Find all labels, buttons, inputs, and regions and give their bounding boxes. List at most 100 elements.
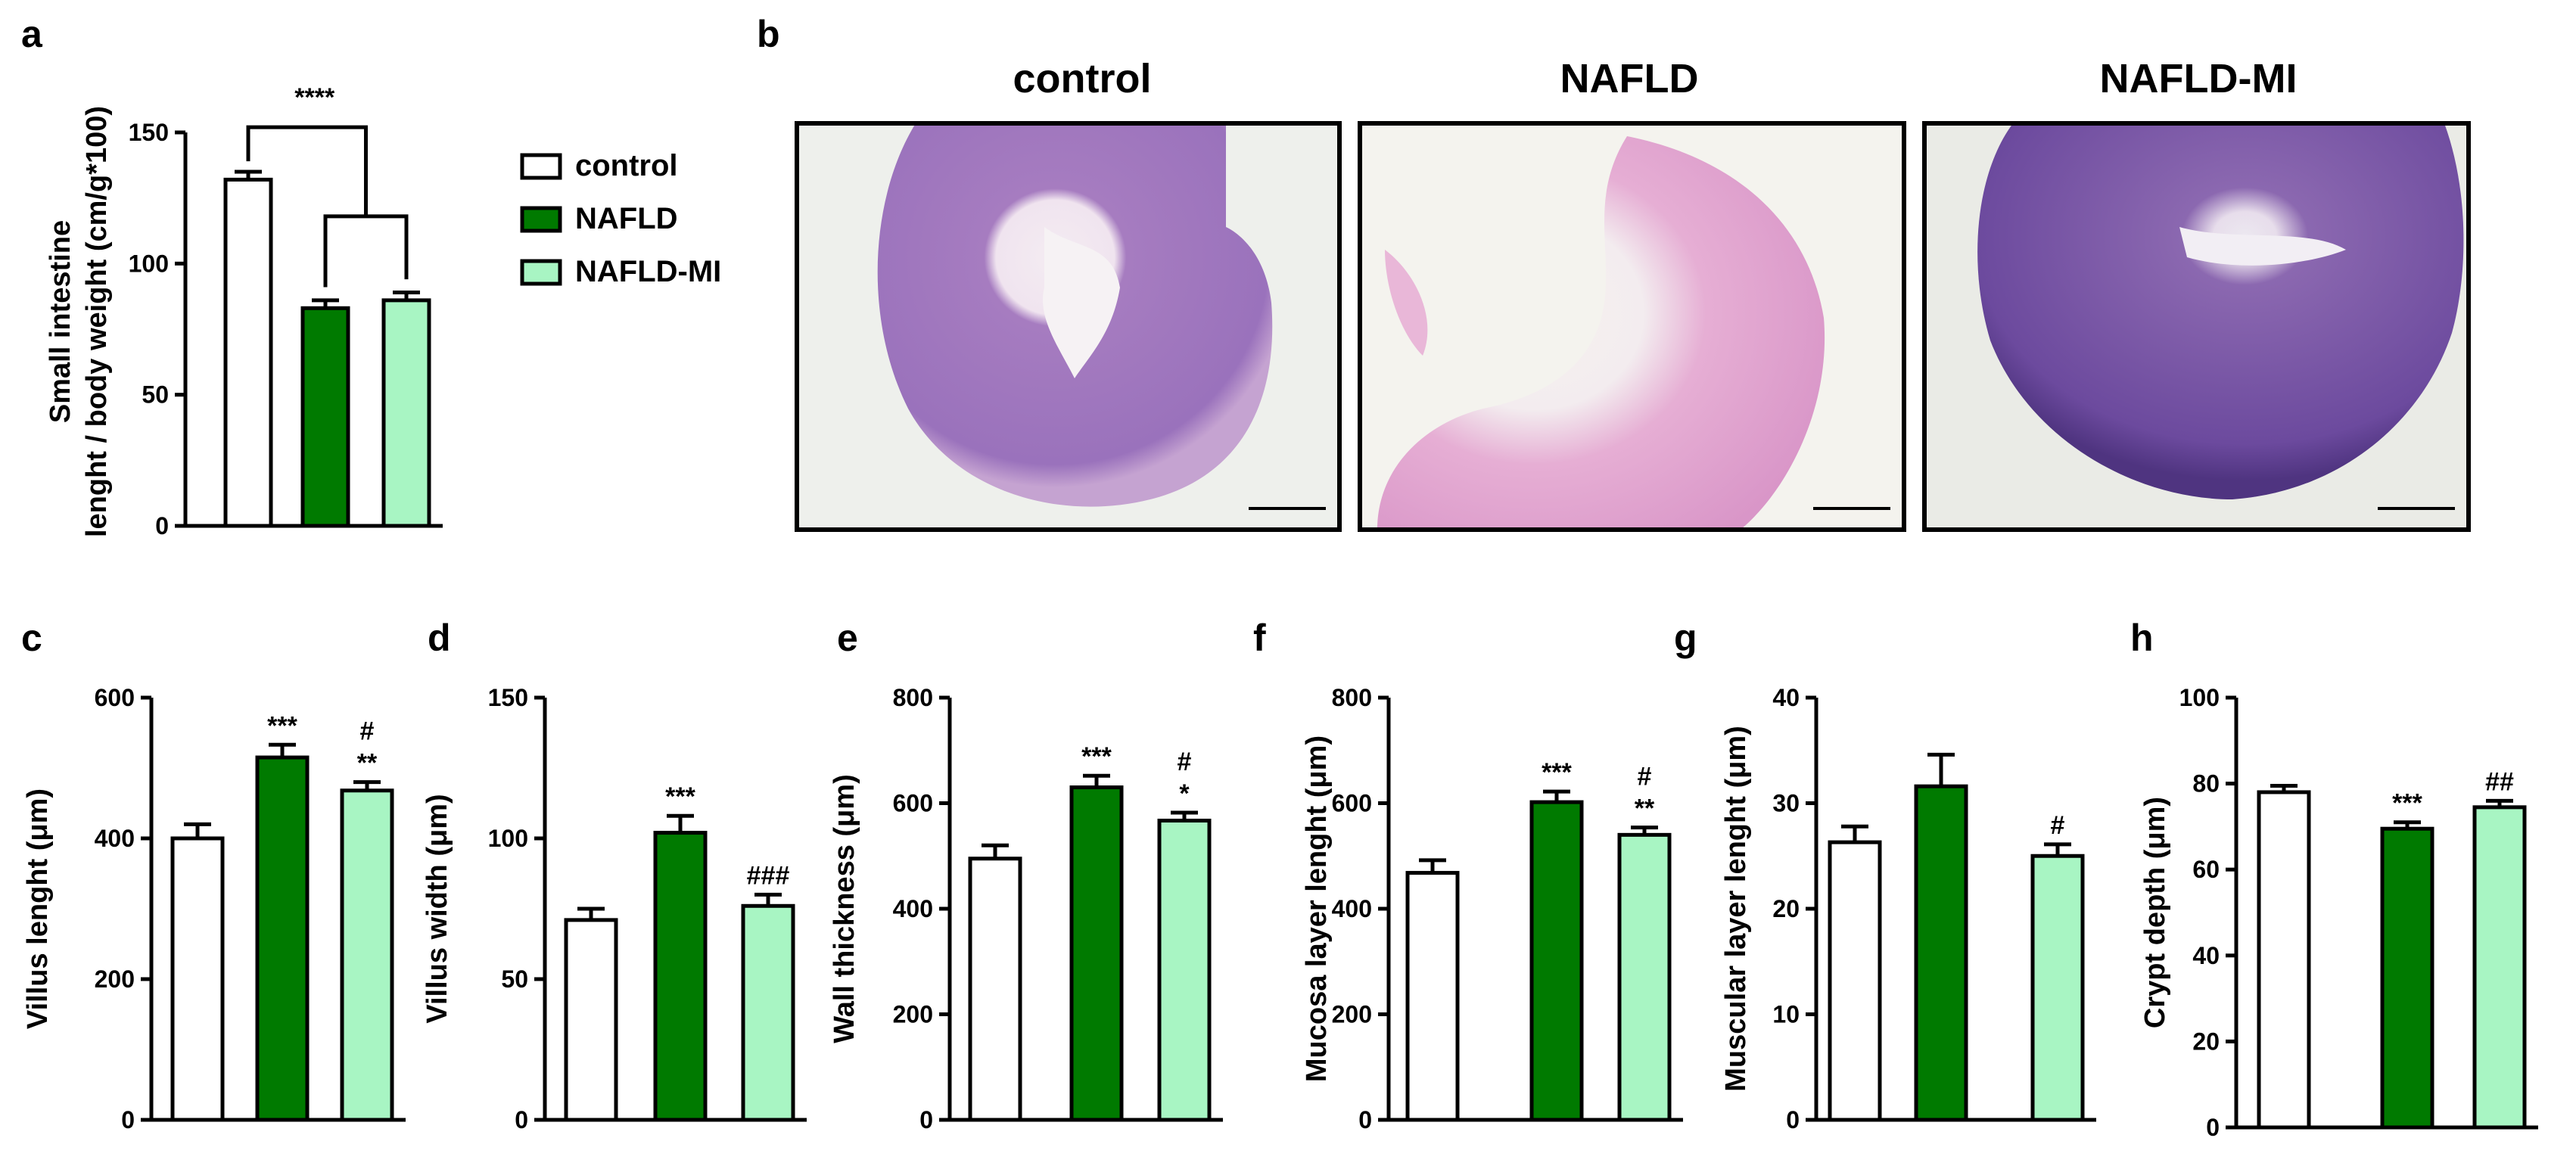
y-tick-label: 800 (893, 684, 933, 711)
y-tick-label: 600 (1332, 790, 1372, 817)
significance-label: *** (1542, 758, 1572, 787)
y-tick-label: 200 (95, 965, 135, 993)
bar-nafld-mi (381, 298, 431, 528)
legend-item-nafld: NAFLD (520, 202, 678, 235)
bar-nafld-mi (1617, 832, 1672, 1122)
y-axis-label: Mucosa layer lenght (μm) (1301, 735, 1333, 1082)
chart-panel-a: a 0 50 100 150 Small intestine lenght / body w… (21, 13, 443, 539)
legend-item-nafld-mi: NAFLD-MI (520, 255, 721, 288)
y-axis-label: Wall thickness (μm) (829, 774, 860, 1043)
histology-panel-nafld-mi: NAFLD-MI (1922, 56, 2471, 532)
significance-label: **** (294, 83, 335, 112)
bar-control (1828, 840, 1882, 1122)
bar-nafld (1914, 784, 1968, 1122)
y-tick-label: 60 (2192, 856, 2220, 883)
histology-title-control: control (1013, 56, 1152, 101)
significance-label: ** (357, 749, 378, 778)
y-tick-label: 0 (2206, 1114, 2220, 1141)
y-tick-label: 150 (488, 684, 528, 711)
bar-control (564, 918, 618, 1122)
y-tick-label: 40 (2192, 942, 2220, 969)
y-tick-label: 0 (919, 1106, 933, 1133)
y-tick-label: 0 (155, 512, 169, 539)
significance-label: *** (267, 711, 297, 740)
y-tick-label: 800 (1332, 684, 1372, 711)
significance-label: *** (1081, 742, 1112, 771)
y-axis-label: Muscular layer lenght (μm) (1720, 726, 1752, 1092)
bar-control (2257, 790, 2311, 1130)
y-tick-label: 400 (1332, 895, 1372, 922)
significance-label: *** (665, 782, 695, 811)
bar-control (1405, 871, 1460, 1122)
y-tick-label: 0 (515, 1106, 528, 1133)
panel-letter-a: a (21, 13, 43, 55)
chart-panel-h: h 0 20 40 60 80 100 Crypt depth (μm) *** ## (2130, 617, 2538, 1141)
y-tick-label: 50 (501, 965, 528, 993)
y-tick-label: 400 (95, 825, 135, 852)
bar-nafld (1529, 800, 1584, 1122)
histology-tissue-nafld (1377, 136, 1825, 530)
legend-label-control: control (575, 149, 678, 182)
significance-label: # (360, 717, 375, 746)
bar-control (968, 857, 1022, 1122)
bar-control (223, 177, 273, 528)
bar-nafld-mi (2030, 854, 2085, 1122)
chart-panel-d: d 0 50 100 150 Villus width (μm) *** ### (422, 617, 807, 1133)
legend-swatch-control (520, 153, 562, 180)
y-axis-label: Small intestine (45, 220, 76, 423)
panel-letter-g: g (1674, 617, 1697, 659)
significance-label: *** (2392, 789, 2422, 818)
histology-panel-control: control (795, 56, 1342, 532)
y-axis-label: Villus lenght (μm) (22, 788, 54, 1029)
y-tick-label: 10 (1772, 1001, 1800, 1028)
y-tick-label: 20 (1772, 895, 1800, 922)
panel-letter-c: c (21, 617, 42, 659)
y-tick-label: 100 (2179, 684, 2220, 711)
significance-label: ## (2485, 767, 2514, 796)
legend: control NAFLD NAFLD-MI (520, 149, 721, 288)
y-tick-label: 200 (1332, 1001, 1372, 1028)
y-tick-label: 600 (893, 790, 933, 817)
significance-label: * (1179, 779, 1190, 808)
bar-nafld (653, 831, 708, 1122)
y-tick-label: 20 (2192, 1028, 2220, 1055)
y-tick-label: 100 (129, 250, 169, 277)
y-axis-label: lenght / body weight (cm/g*100) (81, 106, 113, 537)
y-axis-label: Crypt depth (μm) (2139, 797, 2171, 1028)
bar-nafld (300, 306, 350, 528)
chart-panel-g: g 0 10 20 30 40 Muscular layer lenght (μm) # (1674, 617, 2096, 1133)
y-tick-label: 80 (2192, 770, 2220, 798)
bar-nafld-mi (340, 788, 394, 1122)
bar-nafld (255, 755, 310, 1122)
y-tick-label: 30 (1772, 790, 1800, 817)
bar-nafld-mi (741, 903, 795, 1122)
y-tick-label: 0 (1358, 1106, 1372, 1133)
legend-swatch-nafld (520, 206, 562, 233)
histology-title-nafld-mi: NAFLD-MI (2100, 56, 2298, 101)
y-tick-label: 400 (893, 895, 933, 922)
legend-label-nafld-mi: NAFLD-MI (575, 255, 721, 288)
histology-title-nafld: NAFLD (1560, 56, 1699, 101)
legend-item-control: control (520, 149, 678, 182)
y-tick-label: 200 (893, 1001, 933, 1028)
significance-bracket-inner (323, 214, 409, 288)
bar-nafld (1069, 785, 1124, 1122)
bar-nafld (2380, 826, 2434, 1130)
histology-tissue-nafld-mi (1977, 123, 2464, 499)
legend-label-nafld: NAFLD (575, 202, 678, 235)
significance-bracket-outer (246, 125, 368, 216)
y-tick-label: 40 (1772, 684, 1800, 711)
y-tick-label: 100 (488, 825, 528, 852)
panel-letter-b: b (757, 13, 780, 55)
significance-label: # (2051, 811, 2065, 840)
panel-letter-e: e (837, 617, 858, 659)
y-tick-label: 0 (1786, 1106, 1800, 1133)
bar-nafld-mi (2472, 805, 2527, 1130)
panel-letter-d: d (428, 617, 451, 659)
significance-label: ### (747, 861, 790, 890)
panel-letter-f: f (1253, 617, 1266, 659)
significance-label: ** (1635, 794, 1655, 823)
